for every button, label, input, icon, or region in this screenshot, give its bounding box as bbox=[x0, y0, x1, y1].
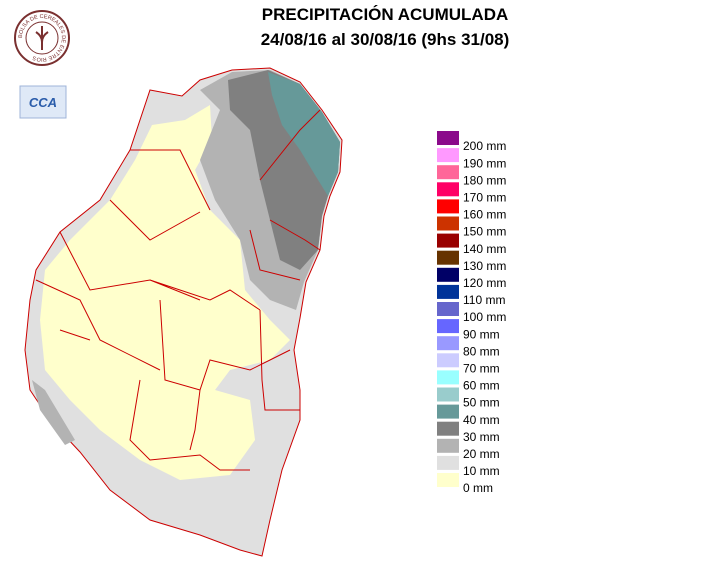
legend-label: 30 mm bbox=[463, 430, 500, 444]
legend-swatch bbox=[437, 182, 459, 197]
legend-swatch bbox=[437, 353, 459, 368]
legend-swatch bbox=[437, 319, 459, 334]
legend-swatch bbox=[437, 387, 459, 402]
legend-label: 50 mm bbox=[463, 396, 500, 410]
legend-label: 80 mm bbox=[463, 344, 500, 358]
legend-label: 100 mm bbox=[463, 310, 506, 324]
legend-swatch bbox=[437, 473, 459, 487]
logo: BOLSA DE CEREALES DE ENTRE RIOS bbox=[14, 10, 70, 66]
legend-label: 40 mm bbox=[463, 413, 500, 427]
legend-swatch bbox=[437, 421, 459, 436]
legend-swatch bbox=[437, 438, 459, 453]
legend-swatch bbox=[437, 370, 459, 385]
legend-label: 60 mm bbox=[463, 379, 500, 393]
legend-label: 140 mm bbox=[463, 242, 506, 256]
legend-swatch bbox=[437, 233, 459, 248]
legend-label: 20 mm bbox=[463, 447, 500, 461]
legend-swatch bbox=[437, 302, 459, 316]
map-subtitle: 24/08/16 al 30/08/16 (9hs 31/08) bbox=[261, 30, 510, 49]
legend-swatch bbox=[437, 336, 459, 351]
legend-label: 200 mm bbox=[463, 139, 506, 153]
legend-label: 120 mm bbox=[463, 276, 506, 290]
legend-label: 170 mm bbox=[463, 190, 506, 204]
legend-swatch bbox=[437, 199, 459, 214]
legend-label: 180 mm bbox=[463, 173, 506, 187]
legend-label: 90 mm bbox=[463, 327, 500, 341]
legend: 200 mm 190 mm 180 mm 170 mm 160 mm 150 mm 140 … bbox=[437, 131, 506, 495]
cca-text: CCA bbox=[29, 95, 57, 110]
legend-swatch bbox=[437, 216, 459, 231]
map-title: PRECIPITACIÓN ACUMULADA bbox=[262, 5, 509, 24]
legend-label: 0 mm bbox=[463, 481, 493, 495]
legend-label: 70 mm bbox=[463, 361, 500, 375]
legend-label: 10 mm bbox=[463, 464, 500, 478]
legend-label: 150 mm bbox=[463, 225, 506, 239]
legend-swatch bbox=[437, 404, 459, 419]
legend-swatch bbox=[437, 148, 459, 163]
legend-label: 130 mm bbox=[463, 259, 506, 273]
legend-label: 190 mm bbox=[463, 156, 506, 170]
legend-swatch bbox=[437, 131, 459, 145]
legend-swatch bbox=[437, 250, 459, 265]
map bbox=[24, 67, 343, 557]
legend-swatch bbox=[437, 165, 459, 180]
legend-swatch bbox=[437, 267, 459, 282]
legend-swatch bbox=[437, 455, 459, 470]
cca-badge bbox=[19, 85, 67, 119]
legend-swatch bbox=[437, 284, 459, 299]
legend-label: 160 mm bbox=[463, 208, 506, 222]
legend-label: 110 mm bbox=[463, 293, 505, 307]
